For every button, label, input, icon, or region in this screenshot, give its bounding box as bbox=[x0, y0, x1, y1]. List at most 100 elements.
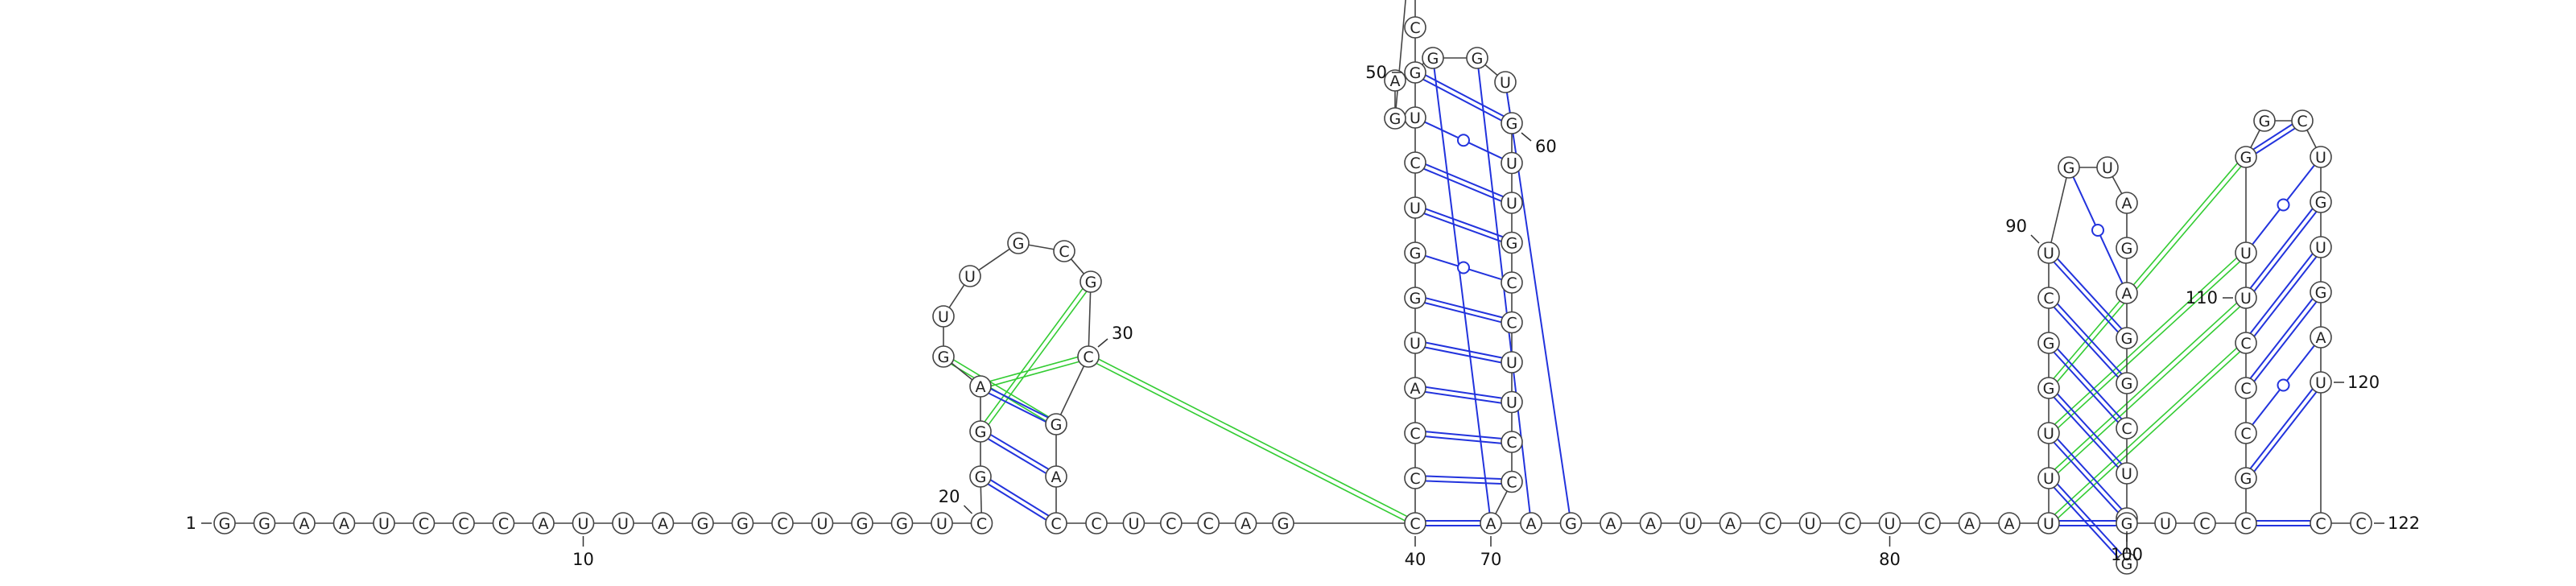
nucleotide-letter: C bbox=[1203, 515, 1214, 533]
nucleotide: C bbox=[1501, 271, 1523, 294]
backbone-segment bbox=[1059, 365, 1085, 415]
nucleotide-circle bbox=[1085, 512, 1108, 534]
nucleotide-letter: C bbox=[2199, 515, 2210, 533]
nucleotide: G bbox=[731, 512, 754, 534]
nucleotide-circle bbox=[2235, 512, 2257, 534]
nucleotide-circle bbox=[2310, 326, 2332, 349]
nucleotide-circle bbox=[651, 512, 675, 534]
canonical-pair-bond bbox=[2253, 211, 2318, 292]
backbone-segment bbox=[1088, 291, 1092, 347]
nucleotide: C bbox=[2235, 377, 2257, 399]
nucleotide-circle bbox=[2116, 417, 2138, 440]
nucleotide: U bbox=[1501, 192, 1523, 214]
canonical-pair-bond bbox=[2053, 261, 2119, 333]
canonical-pair-bond bbox=[2057, 438, 2123, 510]
nucleotide-letter: G bbox=[1410, 64, 1422, 82]
backbone-segment bbox=[2050, 177, 2067, 243]
nucleotide-letter: G bbox=[2121, 515, 2133, 533]
canonical-pair-bond bbox=[990, 434, 1049, 470]
nucleotide-circle bbox=[1639, 512, 1662, 534]
nucleotide: G bbox=[2037, 377, 2060, 399]
nucleotide-circle bbox=[2037, 512, 2060, 534]
nucleotide: C bbox=[1918, 512, 1941, 534]
nucleotide-letter: U bbox=[1805, 515, 1816, 533]
backbone-segment bbox=[2250, 130, 2260, 148]
nucleotide: G bbox=[1466, 47, 1488, 69]
nucleotide-letter: C bbox=[1051, 515, 1061, 533]
nucleotide-letter: C bbox=[2240, 380, 2251, 398]
nucleotide: C bbox=[1160, 512, 1183, 534]
nucleotide-circle bbox=[572, 512, 595, 534]
nucleotide-letter: C bbox=[1410, 155, 1420, 172]
nucleotide-circle bbox=[969, 375, 992, 398]
nucleotide-circle bbox=[1160, 512, 1183, 534]
nucleotide-circle bbox=[2291, 109, 2314, 132]
canonical-pair-bond bbox=[2253, 301, 2318, 382]
nucleotide: C bbox=[1501, 431, 1523, 453]
canonical-pair-bond bbox=[1426, 341, 1503, 359]
nucleotide: U bbox=[932, 305, 955, 328]
nucleotide: G bbox=[2116, 327, 2138, 349]
nucleotide-letter: C bbox=[1083, 349, 1093, 366]
nucleotide-letter: G bbox=[258, 515, 270, 533]
nucleotide: G bbox=[1384, 107, 1406, 130]
nucleotide: U bbox=[1501, 351, 1523, 373]
nucleotide-letter: U bbox=[2102, 159, 2113, 177]
backbone-segment bbox=[978, 248, 1010, 271]
nucleotide-circle bbox=[1501, 431, 1523, 453]
nucleotide-circle bbox=[2037, 332, 2060, 354]
canonical-pair-bond bbox=[2252, 123, 2293, 151]
nucleotide-circle bbox=[1501, 470, 1523, 493]
nucleotide-circle bbox=[1501, 151, 1523, 175]
canonical-pair-bond bbox=[2057, 303, 2123, 375]
nucleotide-circle bbox=[253, 512, 276, 534]
pseudoknot-bond bbox=[984, 288, 1084, 423]
nucleotide-letter: G bbox=[1506, 115, 1518, 133]
nucleotide: G bbox=[2037, 332, 2060, 354]
nucleotide-circle bbox=[851, 512, 873, 534]
nucleotide-letter: U bbox=[817, 515, 828, 533]
nucleotide: G bbox=[932, 345, 955, 368]
nucleotide-circle bbox=[2116, 282, 2138, 304]
nucleotide-circle bbox=[731, 512, 754, 534]
pseudoknot-bond bbox=[1096, 362, 1406, 522]
nucleotide: G bbox=[691, 512, 714, 534]
nucleotide-letter: U bbox=[1506, 155, 1517, 173]
canonical-pair-bond bbox=[1423, 213, 1502, 242]
nucleotide-circle bbox=[1007, 232, 1030, 254]
backbone-segment bbox=[1395, 0, 1406, 109]
nucleotide-letter: U bbox=[1500, 74, 1511, 92]
nucleotide-letter: G bbox=[1410, 290, 1422, 307]
nucleotide-letter: A bbox=[1051, 468, 1062, 486]
nucleotide-letter: G bbox=[1051, 416, 1063, 434]
nucleotide: A bbox=[2116, 192, 2138, 214]
nucleotide: U bbox=[2096, 156, 2119, 179]
position-label: 20 bbox=[939, 487, 960, 506]
nucleotide-circle bbox=[2037, 377, 2060, 399]
backbone-segment bbox=[980, 486, 982, 514]
nucleotide-letter: A bbox=[339, 515, 349, 533]
canonical-pair-bond bbox=[2057, 258, 2123, 330]
nucleotide-circle bbox=[1404, 332, 1426, 354]
backbone-segment bbox=[1495, 490, 1508, 514]
position-label: 70 bbox=[1480, 550, 1502, 569]
canonical-pair-bond bbox=[2057, 393, 2123, 465]
nucleotide-letter: U bbox=[1410, 109, 1421, 127]
canonical-pair-bond bbox=[1425, 74, 1505, 118]
nucleotide-letter: U bbox=[1410, 200, 1421, 217]
wobble-pair-marker bbox=[2277, 378, 2290, 392]
nucleotide: U bbox=[1878, 512, 1901, 534]
nucleotide-circle bbox=[1998, 512, 2021, 534]
nucleotide-circle bbox=[1679, 512, 1702, 534]
position-label: 110 bbox=[2186, 288, 2218, 307]
nucleotide: C bbox=[771, 512, 794, 534]
nucleotide: U bbox=[931, 512, 953, 534]
nucleotide-letter: G bbox=[2063, 159, 2075, 177]
nucleotide-circle bbox=[1520, 512, 1542, 534]
nucleotide-circle bbox=[2310, 512, 2332, 534]
nucleotide-letter: C bbox=[1844, 515, 1855, 533]
nucleotide-circle bbox=[2116, 462, 2138, 485]
nucleotide-circle bbox=[2235, 241, 2257, 264]
nucleotide: U bbox=[1798, 512, 1822, 534]
